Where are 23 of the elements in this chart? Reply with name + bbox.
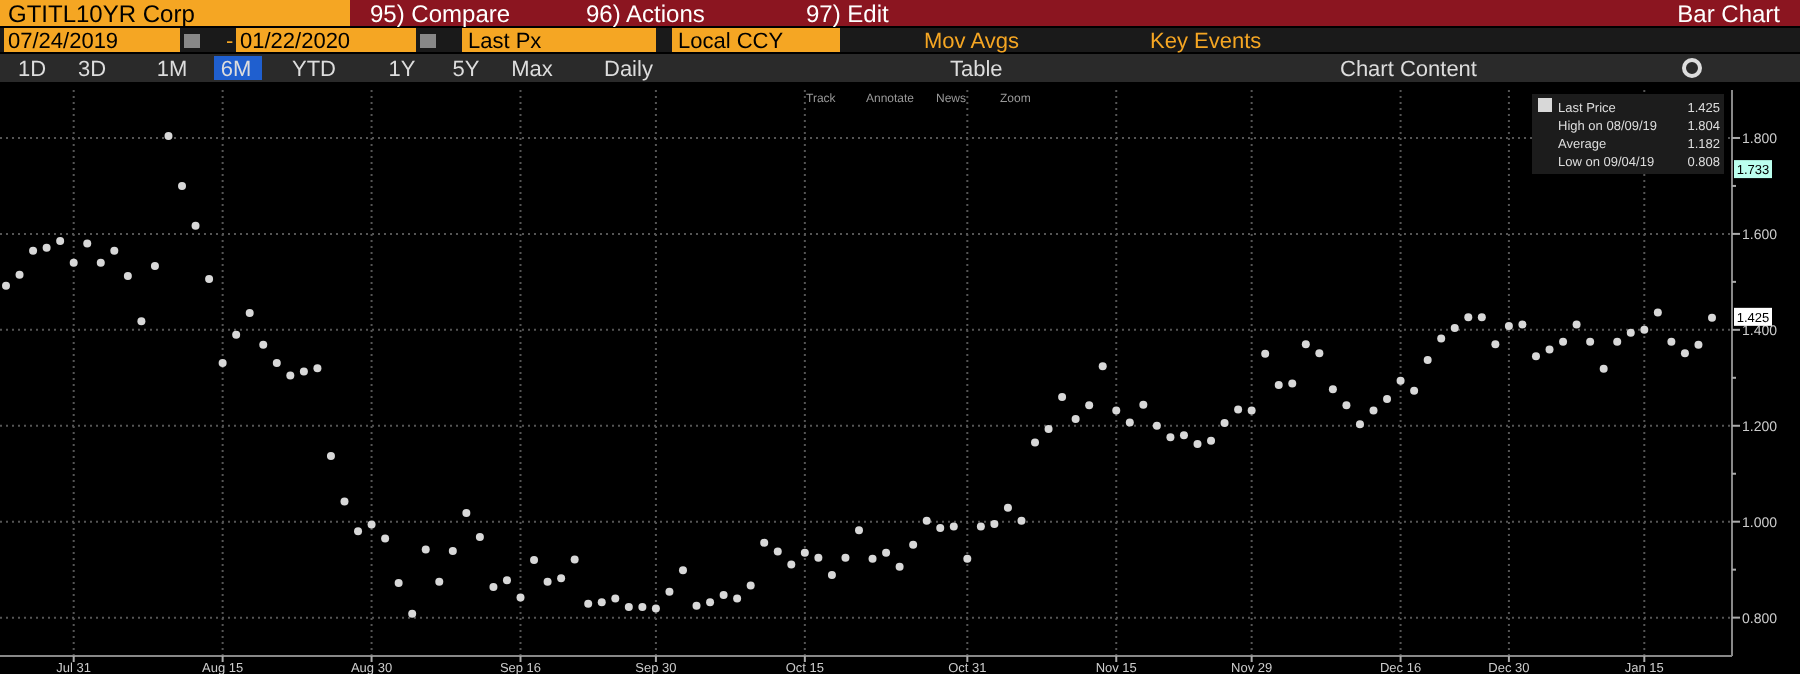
text: 5Y <box>452 58 481 82</box>
text: Last Px <box>468 30 543 54</box>
text: Table <box>950 58 1003 82</box>
text: 07/24/2019 <box>8 30 119 54</box>
chart-title: GTITL10YR Corp <box>8 0 196 28</box>
text: Chart Content <box>1340 58 1477 82</box>
text: Max <box>511 58 554 82</box>
text: 1Y <box>388 58 417 82</box>
text: Local CCY <box>678 30 785 54</box>
text: Mov Avgs <box>924 30 1020 54</box>
text: - <box>226 30 234 54</box>
text: 96) Actions <box>586 0 705 28</box>
text: 01/22/2020 <box>240 30 351 54</box>
text: Daily <box>604 58 654 82</box>
text: 95) Compare <box>370 0 511 28</box>
text: Bar Chart <box>1677 0 1782 28</box>
text: 97) Edit <box>806 0 891 28</box>
text: 1M <box>156 58 188 82</box>
text: 6M <box>220 58 252 82</box>
text: YTD <box>292 58 337 82</box>
text: 3D <box>77 58 107 82</box>
text: Key Events <box>1150 30 1263 54</box>
text: 1D <box>17 58 47 82</box>
